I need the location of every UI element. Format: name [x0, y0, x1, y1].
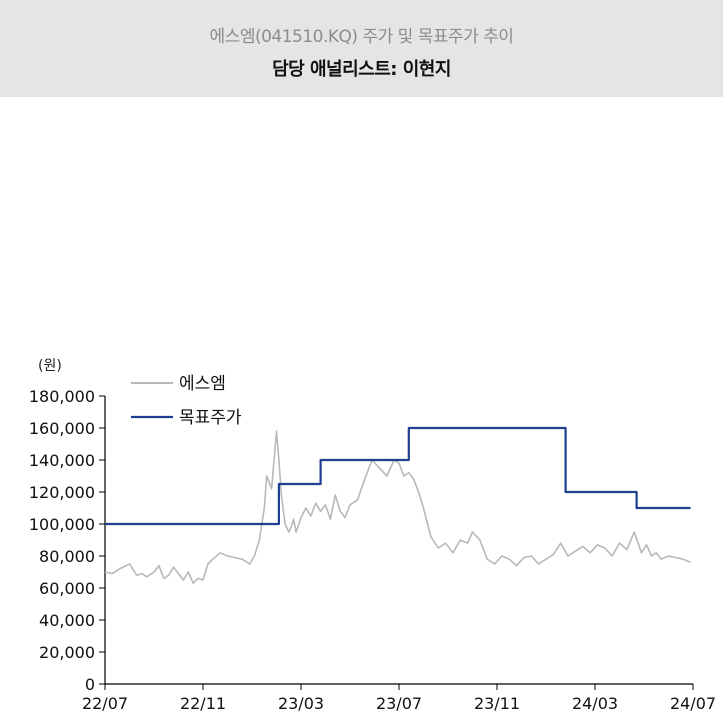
y-tick-label: 60,000: [39, 579, 95, 598]
x-tick-label: 23/03: [278, 694, 324, 713]
y-tick-label: 80,000: [39, 547, 95, 566]
stock-price-line: [104, 430, 691, 585]
x-tick-label: 24/07: [670, 694, 716, 713]
chart-title: 담당 애널리스트: 이현지: [272, 59, 451, 80]
y-tick-label: 140,000: [29, 451, 95, 470]
legend-item-target-label: 목표주가: [179, 408, 242, 428]
y-tick-label: 100,000: [29, 515, 95, 534]
x-tick-label: 22/11: [180, 694, 226, 713]
y-tick-label: 20,000: [39, 643, 95, 662]
y-tick-label: 160,000: [29, 419, 95, 438]
y-tick-label: 180,000: [29, 387, 95, 406]
x-tick-label: 23/11: [474, 694, 520, 713]
y-tick-label: 40,000: [39, 611, 95, 630]
y-tick-label: 120,000: [29, 483, 95, 502]
series-layer: [104, 426, 691, 585]
y-tick-label: 0: [85, 675, 95, 694]
x-tick-label: 23/07: [376, 694, 422, 713]
x-tick-label: 22/07: [82, 694, 128, 713]
y-axis-unit-label: (원): [38, 358, 62, 374]
axes: 0 20,000 40,000 60,000 80,000 100,000 120,000 1…: [29, 387, 716, 713]
chart-subtitle: 에스엠(041510.KQ) 주가 및 목표주가 추이: [209, 27, 514, 47]
legend-item-price-label: 에스엠: [179, 374, 226, 394]
chart-header: 에스엠(041510.KQ) 주가 및 목표주가 추이 담당 애널리스트: 이현…: [0, 0, 723, 97]
x-tick-label: 24/03: [572, 694, 618, 713]
target-price-line: [105, 426, 691, 526]
